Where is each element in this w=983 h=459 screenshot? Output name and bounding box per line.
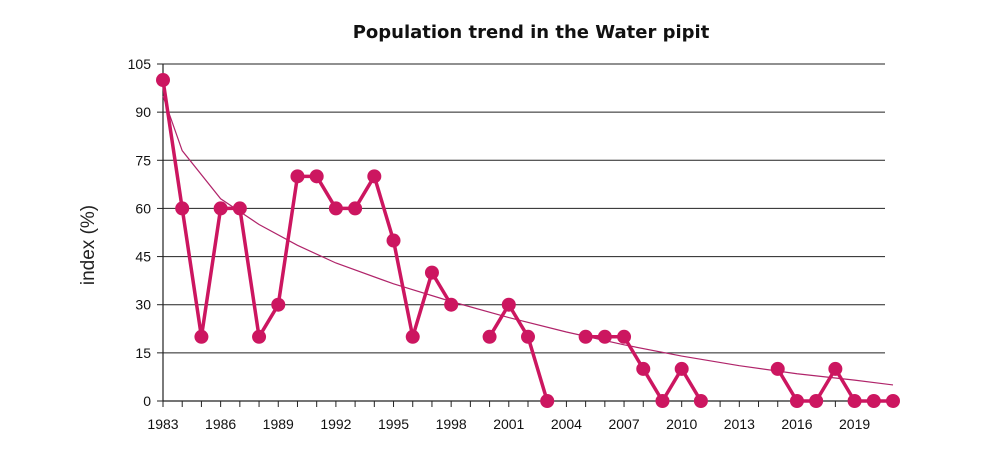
data-point [866, 394, 881, 408]
y-tick-label: 90 [135, 104, 151, 120]
y-tick-label: 60 [135, 200, 151, 216]
data-point [636, 361, 651, 376]
data-point [156, 73, 170, 88]
data-point [674, 361, 689, 376]
series-points [156, 73, 900, 408]
data-point [252, 329, 267, 344]
data-point [597, 329, 612, 344]
series-line [161, 79, 453, 339]
data-point [809, 394, 824, 408]
data-point [655, 394, 670, 408]
data-point [309, 169, 324, 184]
x-tick-label: 1989 [263, 416, 294, 432]
data-point [540, 394, 555, 408]
y-tick-label: 75 [135, 152, 151, 168]
data-point [828, 361, 843, 376]
data-point [348, 201, 363, 216]
data-point [444, 297, 459, 312]
data-point [693, 394, 708, 408]
data-point [521, 329, 535, 344]
axes [157, 63, 894, 407]
series-line [488, 302, 549, 402]
x-tick-label: 2019 [839, 416, 870, 432]
data-point [271, 297, 286, 312]
x-tick-label: 2007 [608, 416, 639, 432]
data-point [770, 361, 785, 376]
data-point [578, 329, 593, 344]
data-point [424, 265, 439, 280]
data-point [501, 297, 516, 312]
x-tick-label: 1986 [205, 416, 236, 432]
y-tick-label: 0 [143, 393, 151, 409]
data-point [405, 329, 420, 344]
y-tick-label: 45 [135, 249, 151, 265]
data-point [367, 169, 382, 184]
data-point [386, 233, 401, 248]
data-point [886, 394, 900, 408]
x-tick-label: 2004 [551, 416, 582, 432]
data-point [232, 201, 247, 216]
gridlines [163, 63, 885, 354]
y-tick-label: 105 [128, 56, 152, 72]
x-tick-label: 2016 [781, 416, 812, 432]
x-tick-label: 2010 [666, 416, 697, 432]
y-tick-labels: 0 15 30 45 60 75 90 105 [128, 56, 152, 409]
data-point [213, 201, 228, 216]
x-tick-labels: 1983 1986 1989 1992 1995 1998 2001 2004 2007 2010… [147, 416, 870, 432]
data-point [482, 329, 497, 344]
y-tick-label: 30 [135, 297, 151, 313]
data-point [789, 394, 804, 408]
data-point [617, 329, 632, 344]
data-point [328, 201, 343, 216]
data-point [175, 201, 190, 216]
data-point [290, 169, 305, 184]
x-tick-label: 1998 [436, 416, 467, 432]
x-tick-label: 2013 [724, 416, 755, 432]
x-tick-label: 1983 [147, 416, 178, 432]
x-tick-label: 1992 [320, 416, 351, 432]
y-tick-label: 15 [135, 345, 151, 361]
data-point [847, 394, 862, 408]
data-point [194, 329, 209, 344]
y-axis-label: index (%) [78, 205, 99, 285]
chart-title: Population trend in the Water pipit [353, 22, 710, 43]
x-tick-label: 2001 [493, 416, 524, 432]
x-tick-label: 1995 [378, 416, 409, 432]
